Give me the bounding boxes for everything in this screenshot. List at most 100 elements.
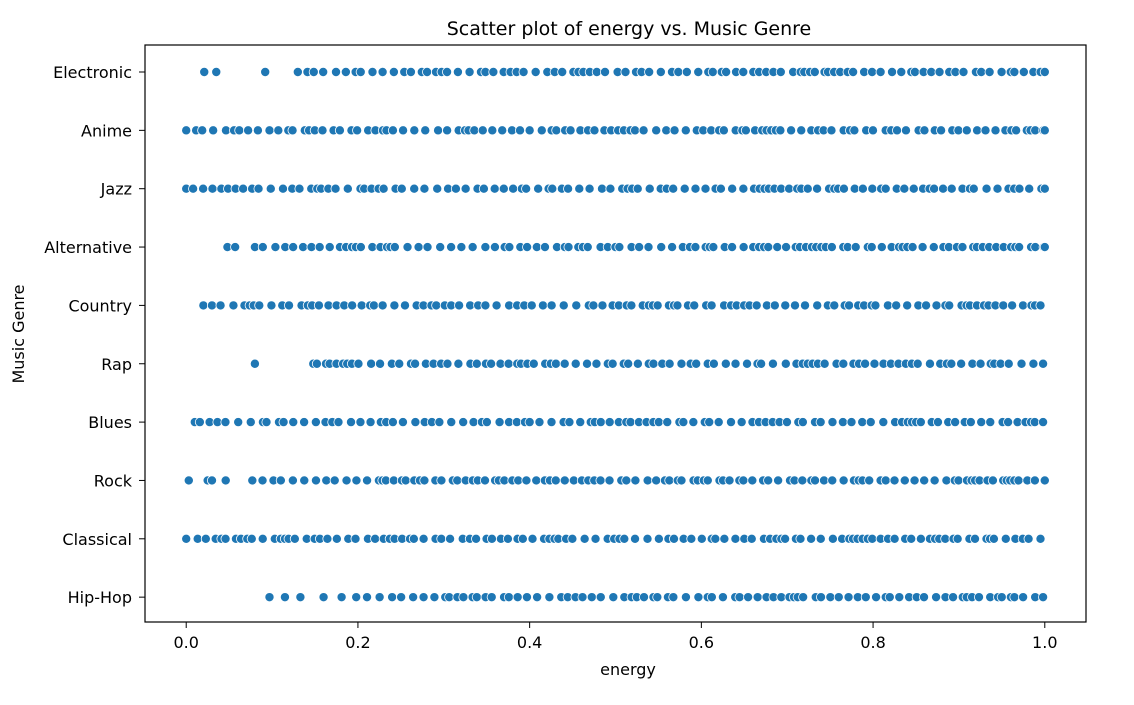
data-point — [652, 592, 663, 603]
data-point — [800, 300, 811, 311]
data-point — [956, 358, 967, 369]
data-point — [1039, 183, 1050, 194]
data-point — [621, 475, 632, 486]
data-point — [574, 183, 585, 194]
data-point — [619, 533, 630, 544]
data-point — [899, 475, 910, 486]
data-point — [238, 183, 249, 194]
data-point — [405, 67, 416, 78]
data-point — [230, 242, 241, 253]
data-point — [965, 417, 976, 428]
data-point — [797, 475, 808, 486]
y-tick-label: Jazz — [100, 180, 132, 199]
data-point — [730, 533, 741, 544]
data-point — [718, 125, 729, 136]
data-point — [827, 417, 838, 428]
data-point — [362, 592, 373, 603]
data-point — [941, 475, 952, 486]
data-point — [331, 67, 342, 78]
data-point — [469, 125, 480, 136]
data-point — [948, 592, 959, 603]
data-point — [884, 592, 895, 603]
data-point — [181, 125, 192, 136]
data-point — [508, 183, 519, 194]
data-point — [591, 358, 602, 369]
data-point — [644, 67, 655, 78]
data-point — [743, 592, 754, 603]
data-point — [321, 475, 332, 486]
data-point — [1035, 533, 1046, 544]
data-point — [207, 183, 218, 194]
data-point — [704, 417, 715, 428]
data-point — [387, 125, 398, 136]
data-point — [1011, 125, 1022, 136]
x-tick-label: 0.8 — [860, 633, 885, 652]
data-point — [642, 475, 653, 486]
data-point — [563, 183, 574, 194]
data-point — [454, 300, 465, 311]
data-point — [829, 300, 840, 311]
x-tick-label: 0.2 — [345, 633, 370, 652]
y-tick-label: Blues — [88, 413, 132, 432]
data-point — [333, 417, 344, 428]
data-point — [864, 475, 875, 486]
data-point — [909, 67, 920, 78]
data-point — [924, 358, 935, 369]
data-point — [410, 358, 421, 369]
data-point — [909, 475, 920, 486]
data-point — [756, 358, 767, 369]
data-point — [254, 300, 265, 311]
data-point — [1035, 300, 1046, 311]
data-point — [243, 125, 254, 136]
data-point — [1038, 417, 1049, 428]
data-point — [860, 358, 871, 369]
data-point — [987, 475, 998, 486]
data-point — [880, 475, 891, 486]
data-point — [655, 67, 666, 78]
data-point — [919, 592, 930, 603]
data-point — [396, 592, 407, 603]
data-point — [289, 533, 300, 544]
data-point — [378, 183, 389, 194]
data-point — [266, 300, 277, 311]
data-point — [387, 592, 398, 603]
data-point — [480, 242, 491, 253]
data-point — [287, 475, 298, 486]
data-point — [827, 475, 838, 486]
data-point — [668, 592, 679, 603]
data-point — [634, 242, 645, 253]
data-point — [607, 358, 618, 369]
data-point — [857, 417, 868, 428]
data-point — [200, 533, 211, 544]
data-point — [491, 300, 502, 311]
data-point — [595, 417, 606, 428]
data-point — [772, 242, 783, 253]
data-point — [350, 533, 361, 544]
data-point — [926, 67, 937, 78]
data-point — [690, 183, 701, 194]
chart-title: Scatter plot of energy vs. Music Genre — [447, 18, 812, 40]
data-point — [352, 125, 363, 136]
data-point — [198, 300, 209, 311]
data-point — [648, 358, 659, 369]
data-point — [418, 533, 429, 544]
data-point — [419, 475, 430, 486]
data-point — [264, 592, 275, 603]
data-point — [590, 533, 601, 544]
data-point — [298, 242, 309, 253]
data-point — [837, 417, 848, 428]
data-point — [968, 183, 979, 194]
data-point — [752, 592, 763, 603]
data-point — [717, 592, 728, 603]
data-point — [582, 358, 593, 369]
data-point — [264, 125, 275, 136]
data-point — [351, 475, 362, 486]
data-point — [521, 592, 532, 603]
data-point — [579, 533, 590, 544]
data-point — [738, 475, 749, 486]
data-point — [934, 67, 945, 78]
data-point — [882, 300, 893, 311]
data-point — [446, 417, 457, 428]
data-point — [961, 125, 972, 136]
